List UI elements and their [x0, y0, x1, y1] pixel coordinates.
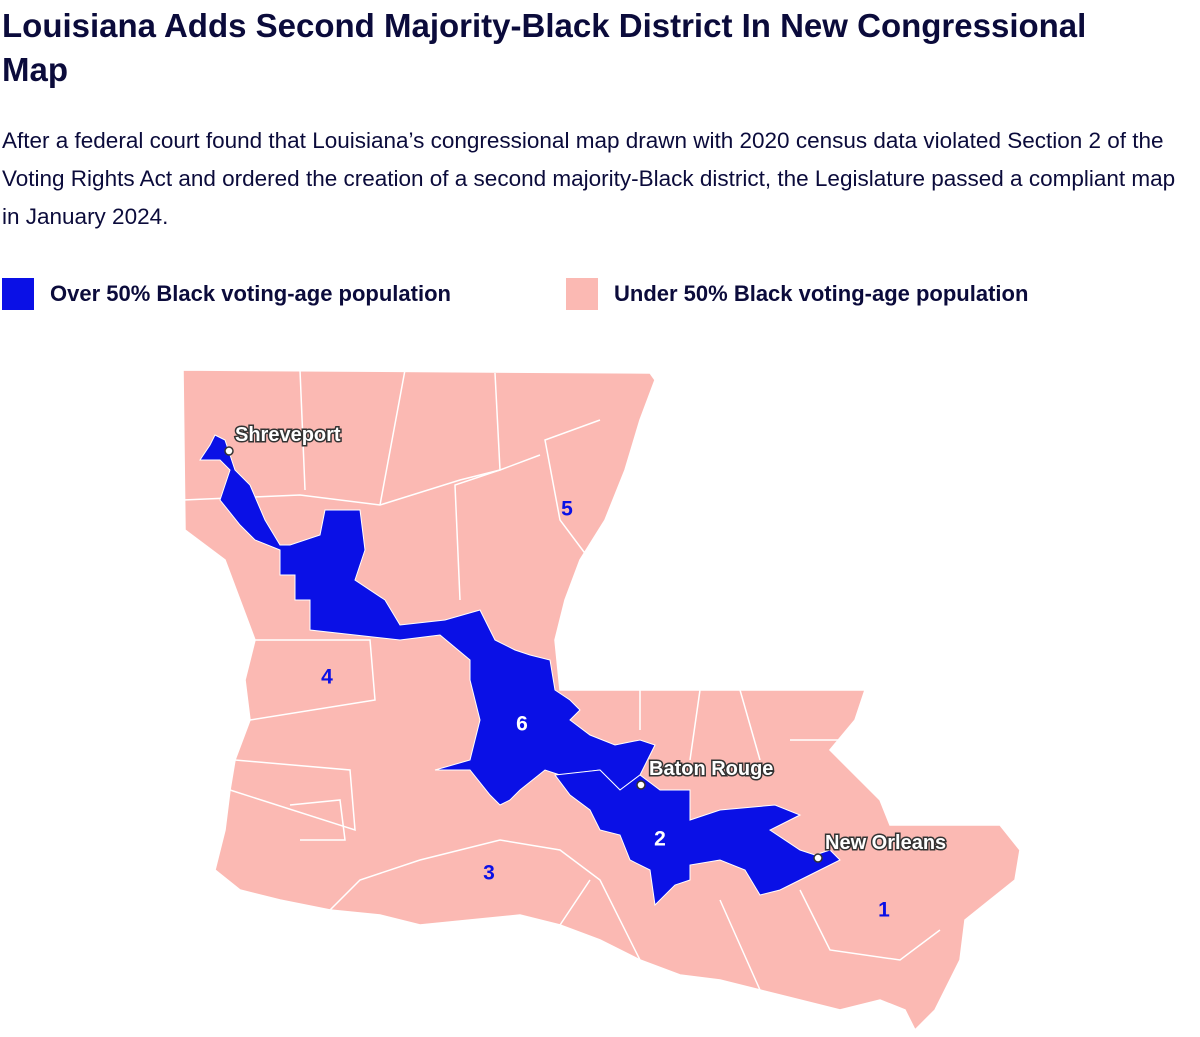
district-label: 2 [654, 828, 666, 851]
majority-black-district [554, 769, 841, 907]
subtitle: After a federal court found that Louisia… [2, 128, 1176, 229]
legend-item: Over 50% Black voting-age population [2, 278, 451, 310]
title: Louisiana Adds Second Majority-Black Dis… [2, 7, 1087, 88]
city-marker [224, 446, 234, 456]
city-label: New Orleans [825, 832, 946, 854]
state-area [182, 369, 1021, 1032]
legend-swatch [566, 278, 598, 310]
legend-swatch [2, 278, 34, 310]
legend-item: Under 50% Black voting-age population [566, 278, 1028, 310]
district-label: 3 [483, 862, 495, 885]
city-marker [636, 780, 646, 790]
district-label: 4 [321, 666, 333, 689]
county-lines [182, 369, 941, 991]
city-marker [813, 853, 823, 863]
district-label: 6 [516, 713, 528, 736]
legend-label: Under 50% Black voting-age population [614, 281, 1029, 306]
district-label: 1 [878, 899, 890, 922]
legend-label: Over 50% Black voting-age population [50, 281, 451, 306]
city-label: Baton Rouge [649, 758, 773, 780]
district-label: 5 [561, 498, 573, 521]
city-label: Shreveport [235, 424, 341, 446]
